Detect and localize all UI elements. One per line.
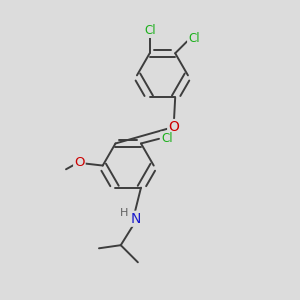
Text: H: H bbox=[120, 208, 129, 218]
Text: O: O bbox=[168, 120, 179, 134]
Text: Cl: Cl bbox=[144, 24, 155, 37]
Text: Cl: Cl bbox=[161, 132, 172, 145]
Text: O: O bbox=[74, 156, 85, 169]
Text: N: N bbox=[130, 212, 141, 226]
Text: Cl: Cl bbox=[188, 32, 200, 45]
